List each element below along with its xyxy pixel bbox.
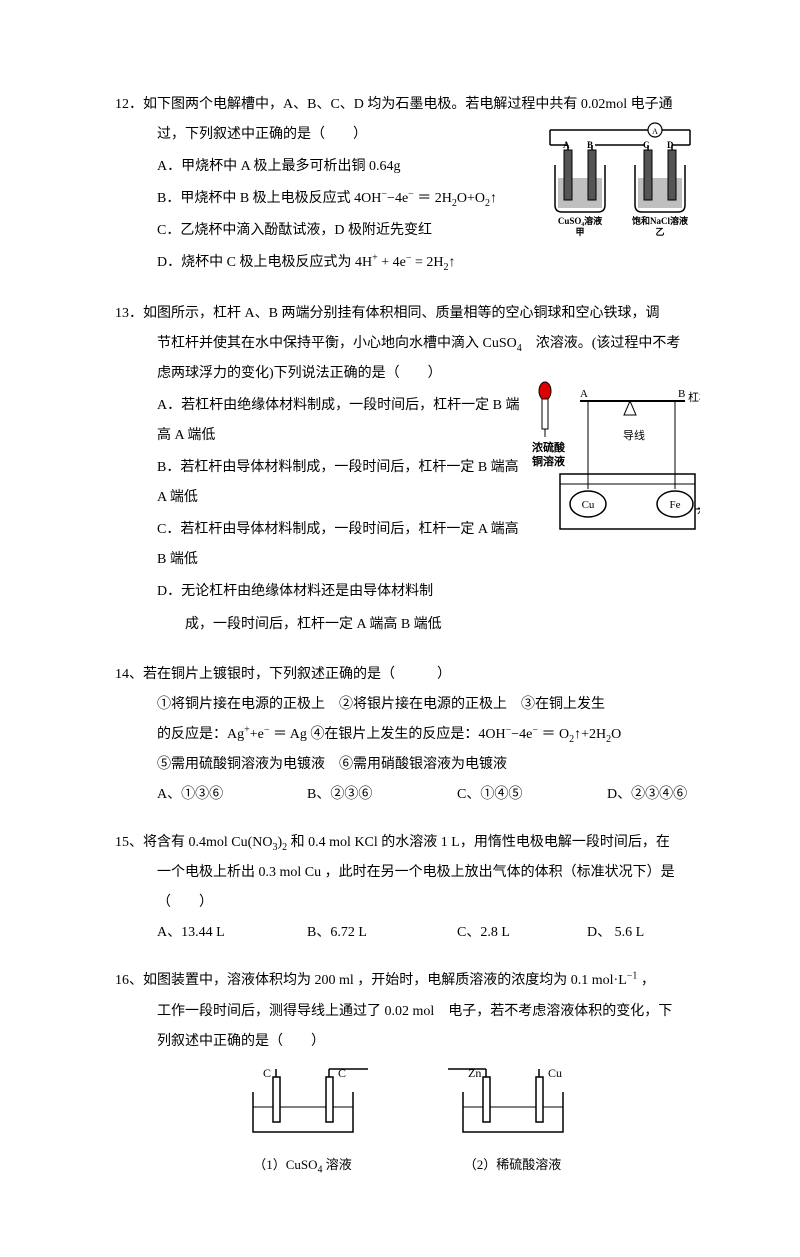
- svg-text:CuSO₄溶液: CuSO₄溶液: [558, 215, 603, 226]
- q16-line1: 16、如图装置中，溶液体积均为 200 ml ，开始时，电解质溶液的浓度均为 0…: [115, 966, 700, 996]
- q15-stem-line3: （ ）: [115, 888, 700, 918]
- q16-figure: C C （1）CuSO4 溶液 Zn Cu （2）稀硫酸溶液: [115, 1067, 700, 1179]
- q13-figure-svg: 浓硫酸 铜溶液 A B 杠杆 导线 水 Cu Fe: [530, 379, 700, 544]
- q12-figure: A A B C D CuSO₄溶液 甲: [540, 120, 700, 240]
- svg-text:C: C: [643, 140, 650, 150]
- q14-option-a: A、①③⑥: [157, 780, 307, 810]
- q14-statements-2: 的反应是：Ag++e− ＝ Ag ④在银片上发生的反应是：4OH−−4e− ＝ …: [115, 720, 700, 750]
- svg-text:Cu: Cu: [548, 1067, 562, 1080]
- q13-option-d-1: D．无论杠杆由绝缘体材料还是由导体材料制: [115, 577, 700, 607]
- q15-stem-line2: 一个电极上析出 0.3 mol Cu ，此时在另一个电极上放出气体的体积（标准状…: [115, 858, 700, 888]
- question-16: 16、如图装置中，溶液体积均为 200 ml ，开始时，电解质溶液的浓度均为 0…: [115, 966, 700, 1178]
- question-12: 12．如下图两个电解槽中，A、B、C、D 均为石墨电极。若电解过程中共有 0.0…: [115, 90, 700, 281]
- svg-text:铜溶液: 铜溶液: [531, 454, 566, 468]
- q16-left-svg: C C: [238, 1067, 368, 1147]
- q13-line1: 13．如图所示，杠杆 A、B 两端分别挂有体积相同、质量相等的空心铜球和空心铁球…: [115, 299, 700, 329]
- q14-stem: 若在铜片上镀银时，下列叙述正确的是（ ）: [143, 667, 451, 682]
- svg-text:杠杆: 杠杆: [688, 390, 700, 404]
- svg-text:乙: 乙: [655, 227, 664, 237]
- q14-line1: 14、若在铜片上镀银时，下列叙述正确的是（ ）: [115, 660, 700, 690]
- q14-option-c: C、①④⑤: [457, 780, 607, 810]
- q15-line1: 15、将含有 0.4mol Cu(NO3)2 和 0.4 mol KCl 的水溶…: [115, 828, 700, 858]
- q14-number: 14、: [115, 667, 143, 682]
- svg-text:A: A: [652, 127, 658, 136]
- svg-text:D: D: [667, 140, 674, 150]
- q12-stem-line1: 如下图两个电解槽中，A、B、C、D 均为石墨电极。若电解过程中共有 0.02mo…: [143, 97, 673, 112]
- q12-option-d: D．烧杯中 C 极上电极反应式为 4H+ + 4e− = 2H2↑: [115, 248, 700, 278]
- svg-text:导线: 导线: [623, 428, 645, 442]
- q14-options: A、①③⑥ B、②③⑥ C、①④⑤ D、②③④⑥: [115, 780, 700, 810]
- q16-right-svg: Zn Cu: [448, 1067, 578, 1147]
- question-15: 15、将含有 0.4mol Cu(NO3)2 和 0.4 mol KCl 的水溶…: [115, 828, 700, 948]
- q12-figure-svg: A A B C D CuSO₄溶液 甲: [540, 120, 700, 240]
- question-13: 13．如图所示，杠杆 A、B 两端分别挂有体积相同、质量相等的空心铜球和空心铁球…: [115, 299, 700, 642]
- q15-number: 15、: [115, 835, 143, 850]
- q14-option-b: B、②③⑥: [307, 780, 457, 810]
- svg-text:B: B: [587, 140, 593, 150]
- svg-text:甲: 甲: [575, 227, 584, 237]
- q15-option-a: A、13.44 L: [157, 918, 307, 948]
- q13-stem-line2: 节杠杆并使其在水中保持平衡，小心地向水槽中滴入 CuSO4 浓溶液。(该过程中不…: [115, 329, 700, 359]
- q16-stem-line3: 列叙述中正确的是（ ）: [115, 1027, 700, 1057]
- q15-option-b: B、6.72 L: [307, 918, 457, 948]
- q16-number: 16、: [115, 973, 143, 988]
- q15-options: A、13.44 L B、6.72 L C、2.8 L D、 5.6 L: [115, 918, 700, 948]
- svg-text:C: C: [263, 1067, 271, 1080]
- q12-text: 12．如下图两个电解槽中，A、B、C、D 均为石墨电极。若电解过程中共有 0.0…: [115, 90, 700, 120]
- q16-left-cell: C C （1）CuSO4 溶液: [238, 1067, 368, 1179]
- svg-text:水: 水: [697, 504, 700, 517]
- q13-option-d-2: 成，一段时间后，杠杆一定 A 端高 B 端低: [115, 610, 700, 640]
- svg-text:C: C: [338, 1067, 346, 1080]
- svg-text:Zn: Zn: [468, 1067, 481, 1080]
- svg-text:Fe: Fe: [670, 499, 681, 511]
- q15-option-d: D、 5.6 L: [587, 918, 644, 948]
- q16-right-label: （2）稀硫酸溶液: [448, 1151, 578, 1179]
- q14-option-d: D、②③④⑥: [607, 780, 687, 810]
- q14-statements-3: ⑤需用硫酸铜溶液为电镀液 ⑥需用硝酸银溶液为电镀液: [115, 750, 700, 780]
- svg-text:B: B: [678, 388, 685, 400]
- q13-figure: 浓硫酸 铜溶液 A B 杠杆 导线 水 Cu Fe: [530, 379, 700, 544]
- q13-stem-line1: 如图所示，杠杆 A、B 两端分别挂有体积相同、质量相等的空心铜球和空心铁球，调: [143, 306, 659, 321]
- svg-text:浓硫酸: 浓硫酸: [532, 440, 566, 454]
- svg-text:A: A: [563, 140, 570, 150]
- question-14: 14、若在铜片上镀银时，下列叙述正确的是（ ） ①将铜片接在电源的正极上 ②将银…: [115, 660, 700, 810]
- svg-text:饱和NaCl溶液: 饱和NaCl溶液: [632, 215, 689, 226]
- q14-statements-1: ①将铜片接在电源的正极上 ②将银片接在电源的正极上 ③在铜上发生: [115, 690, 700, 720]
- svg-text:Cu: Cu: [582, 499, 595, 511]
- svg-text:A: A: [580, 388, 588, 400]
- q16-right-cell: Zn Cu （2）稀硫酸溶液: [448, 1067, 578, 1179]
- q13-number: 13．: [115, 306, 143, 321]
- q12-number: 12．: [115, 97, 143, 112]
- q16-left-label: （1）CuSO4 溶液: [238, 1151, 368, 1179]
- q15-option-c: C、2.8 L: [457, 918, 587, 948]
- q16-stem-line2: 工作一段时间后，测得导线上通过了 0.02 mol 电子，若不考虑溶液体积的变化…: [115, 997, 700, 1027]
